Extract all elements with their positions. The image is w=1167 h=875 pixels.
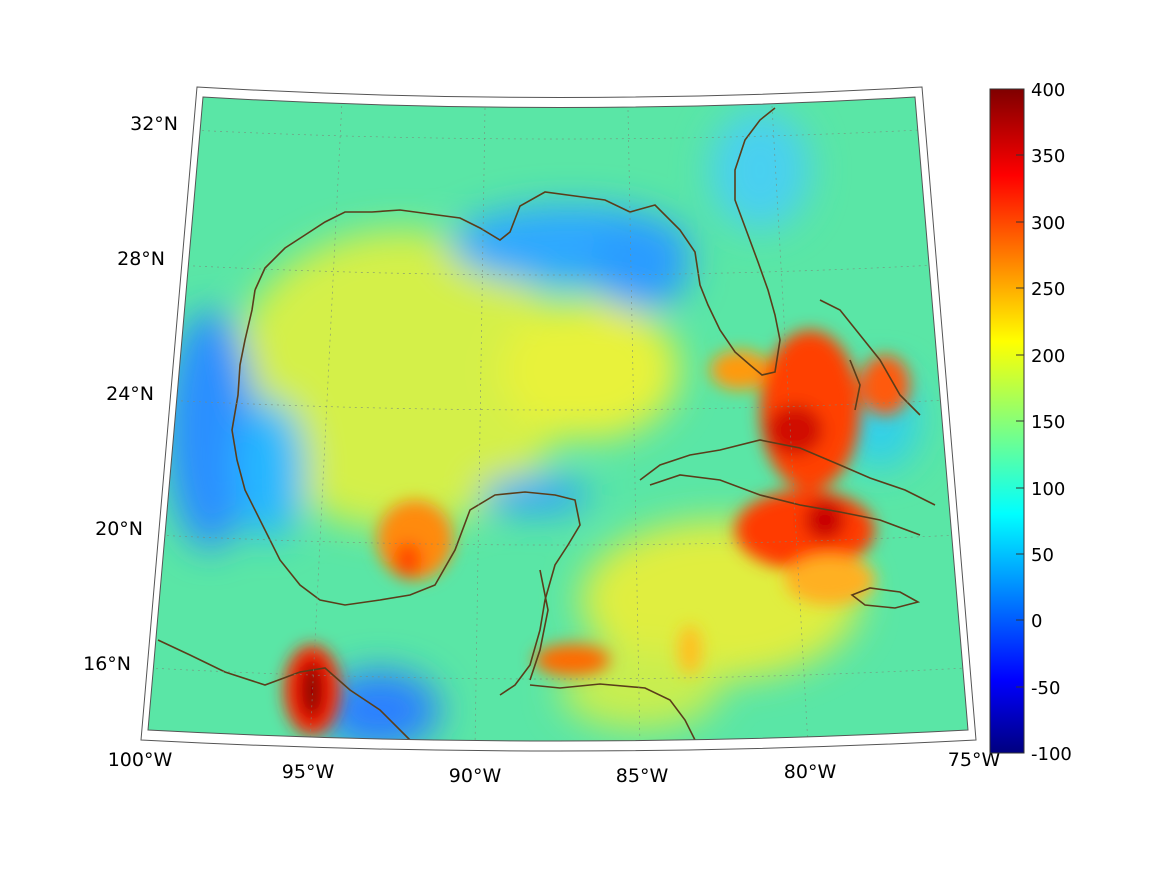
cuba-south-core: [805, 500, 845, 540]
colorbar-label: 350: [1031, 146, 1065, 167]
lat-tick-label: 24°N: [106, 383, 154, 405]
graticule: [149, 99, 967, 741]
mexico-coast-low-region: [235, 400, 305, 540]
gulf-east-region: [500, 300, 680, 440]
lon-tick-label: 80°W: [784, 761, 837, 783]
gulf-central-region: [230, 230, 570, 530]
map-field: [148, 97, 968, 741]
colorbar: 400 350 300 250 200 150 100 50 0 -50 -10…: [989, 80, 1072, 765]
longitude-labels: 100°W 95°W 90°W 85°W 80°W 75°W: [108, 749, 1001, 787]
colorbar-label: 50: [1031, 545, 1054, 566]
cuba-south-high-region: [735, 490, 875, 570]
lon-tick-label: 100°W: [108, 749, 173, 771]
gulf-coastline: [254, 107, 781, 376]
bahamas-east-high-region: [860, 355, 910, 415]
jamaica-high-region: [785, 555, 875, 605]
jamaica-coastline: [850, 587, 921, 609]
colorbar-label: 300: [1031, 213, 1065, 234]
mexico-gulf-coastline: [231, 289, 581, 696]
colorbar-label: 200: [1031, 346, 1065, 367]
mexico-west-low-region: [165, 310, 255, 550]
lon-tick-label: 85°W: [616, 765, 669, 787]
lon-tick-label: 90°W: [449, 765, 502, 787]
colorbar-label: 150: [1031, 412, 1065, 433]
lat-tick-label: 16°N: [83, 653, 131, 675]
lon-tick-label: 95°W: [282, 761, 335, 783]
latitude-labels: 32°N 28°N 24°N 20°N 16°N: [83, 113, 178, 675]
coastlines: [157, 107, 936, 741]
lat-tick-label: 20°N: [95, 518, 143, 540]
bahamas-coastline: [819, 299, 921, 416]
map-frame: [140, 86, 977, 752]
colorbar-labels: 400 350 300 250 200 150 100 50 0 -50 -10…: [1031, 80, 1072, 765]
florida-keys-high-region: [710, 350, 770, 390]
florida-low-region: [710, 110, 810, 230]
bay-of-campeche-core: [394, 542, 422, 578]
lat-tick-label: 28°N: [117, 248, 165, 270]
lon-tick-label: 75°W: [948, 749, 1001, 771]
colorbar-label: 250: [1031, 279, 1065, 300]
cuba-coastline: [639, 439, 936, 536]
colorbar-label: 100: [1031, 479, 1065, 500]
colorbar-label: 400: [1031, 80, 1065, 101]
yucatan-east-coastline: [529, 569, 549, 681]
gulf-north-low-region-2: [590, 220, 690, 310]
central-america-coastline: [529, 683, 696, 741]
colorbar-label: 0: [1031, 611, 1042, 632]
yucatan-low-region: [480, 477, 590, 513]
nicaragua-spot-region: [678, 625, 702, 675]
pacific-coastline: [157, 639, 411, 741]
honduras-coast-high-region: [534, 644, 610, 676]
colorbar-label: -100: [1031, 744, 1072, 765]
lat-tick-label: 32°N: [130, 113, 178, 135]
colorbar-ticks: [1016, 154, 1024, 688]
cuba-bahamas-core: [767, 405, 823, 455]
colorbar-label: -50: [1031, 678, 1060, 699]
